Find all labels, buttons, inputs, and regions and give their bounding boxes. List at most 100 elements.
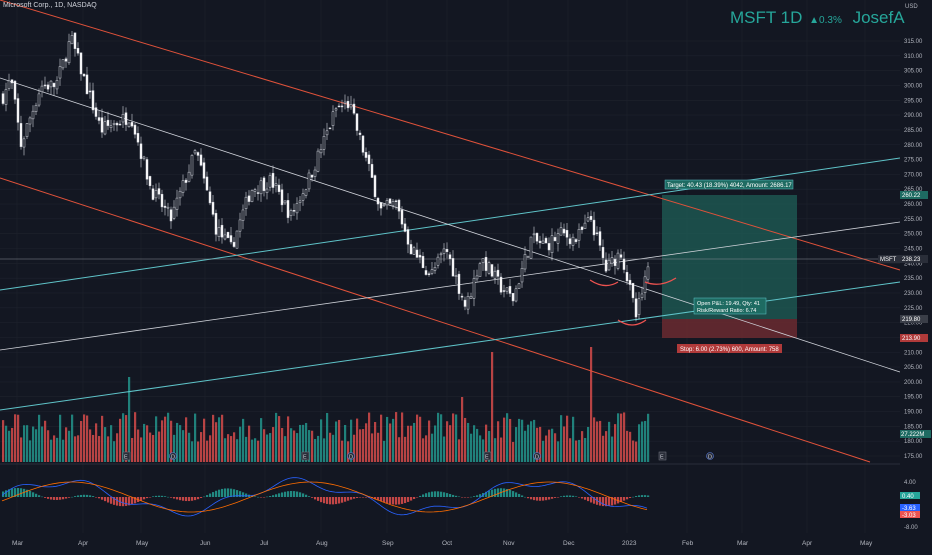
time-axis[interactable]: Mar Apr May Jun Jul Aug Sep Oct Nov Dec 2023 Feb Mar… — [0, 533, 932, 550]
candle-body — [217, 227, 221, 237]
macd-hist-bar — [527, 497, 530, 499]
candle-body — [277, 184, 281, 192]
macd-pane[interactable] — [1, 477, 650, 517]
macd-hist-bar — [497, 488, 500, 497]
candle-body — [484, 256, 488, 271]
dividend-marker[interactable]: D — [169, 452, 177, 461]
volume-bar — [239, 426, 242, 462]
macd-hist-bar — [365, 497, 368, 498]
regression-line[interactable] — [0, 77, 901, 373]
volume-bar — [212, 414, 215, 462]
dividend-marker[interactable]: D — [533, 452, 541, 461]
target-label[interactable]: Target: 40.43 (18.39%) 4042, Amount: 268… — [664, 179, 794, 190]
macd-hist-bar — [269, 496, 272, 497]
stop-label[interactable]: Stop: 6.00 (2.73%) 600, Amount: 758 — [677, 344, 782, 353]
macd-hist-bar — [74, 496, 77, 497]
candle-body — [211, 201, 215, 215]
macd-hist-bar — [515, 492, 518, 497]
dividend-marker[interactable]: D — [706, 452, 714, 461]
earnings-marker[interactable]: E — [122, 451, 131, 461]
candle-body — [580, 226, 584, 230]
volume-bar — [41, 426, 44, 462]
volume-bar — [521, 419, 524, 462]
earnings-marker[interactable]: E — [658, 451, 667, 461]
volume-bar — [482, 439, 485, 462]
macd-hist-bar — [266, 496, 269, 498]
volume-bar — [464, 417, 467, 462]
candle-body — [562, 228, 566, 234]
left-shoulder-arc[interactable] — [589, 279, 619, 287]
volume-bar — [626, 430, 629, 462]
macd-hist-bar — [644, 495, 647, 497]
candle-body — [568, 238, 572, 245]
stop-zone[interactable] — [662, 319, 797, 338]
volume-bar — [236, 439, 239, 462]
volume-bar — [203, 418, 206, 462]
macd-hist-bar — [578, 497, 581, 498]
volume-bar — [581, 431, 584, 462]
macd-tick-label: 4.00 — [904, 480, 916, 486]
price-tick-label: 180.00 — [904, 439, 923, 445]
time-tick-label: Aug — [316, 540, 328, 547]
candle-body — [100, 117, 104, 133]
candle-body — [391, 201, 395, 207]
median-line[interactable] — [0, 221, 901, 351]
price-axis[interactable]: USD 315.00 310.00 305.00 300.00 295.00 290.00… — [878, 0, 932, 464]
macd-hist-bar — [590, 497, 593, 503]
macd-hist-bar — [593, 497, 596, 504]
open-pl-label[interactable]: Open P&L: 19.49, Qty: 41 Risk/Reward Rat… — [693, 297, 767, 315]
channel-lower-line[interactable] — [0, 177, 871, 463]
volume-bar — [470, 433, 473, 462]
candle-body — [406, 229, 410, 245]
volume-bar — [497, 421, 500, 462]
volume-bar — [233, 432, 236, 462]
volume-bar — [458, 439, 461, 462]
volume-bar — [596, 421, 599, 462]
candle-body — [607, 259, 611, 271]
candlestick-series[interactable] — [1, 31, 650, 322]
macd-hist-bar — [620, 497, 623, 503]
svg-text:E: E — [660, 455, 664, 461]
candle-body — [253, 189, 257, 192]
macd-hist-bar — [362, 497, 365, 498]
macd-hist-bar — [392, 497, 395, 505]
earnings-marker[interactable]: E — [483, 451, 492, 461]
channel-upper-line[interactable] — [0, 0, 901, 271]
candle-body — [421, 255, 425, 269]
volume-bar — [227, 434, 230, 462]
volume-bar — [440, 414, 443, 462]
time-tick-label: 2023 — [622, 540, 637, 547]
volume-bar — [107, 436, 110, 462]
candle-body — [124, 112, 128, 125]
macd-hist-bar — [71, 496, 74, 498]
candle-body — [175, 197, 179, 210]
svg-text:219.80: 219.80 — [902, 317, 921, 323]
candle-body — [610, 257, 614, 264]
candle-body — [598, 231, 602, 246]
volume-bar — [542, 440, 545, 462]
volume-bar — [245, 436, 248, 462]
symbol-header[interactable]: Microsoft Corp., 1D, NASDAQ — [3, 2, 97, 9]
volume-bar — [587, 426, 590, 462]
macd-hist-bar — [104, 497, 107, 502]
candle-body — [526, 256, 530, 258]
earnings-marker[interactable]: E — [301, 451, 310, 461]
head-arc[interactable] — [617, 319, 647, 326]
volume-bar — [167, 412, 170, 462]
macd-hist-bar — [347, 497, 350, 501]
candle-body — [394, 200, 398, 202]
price-tick-label: 175.00 — [904, 454, 923, 460]
candle-body — [367, 154, 371, 165]
macd-hist-bar — [587, 497, 590, 502]
volume-bar — [62, 439, 65, 462]
volume-bar — [500, 437, 503, 462]
right-shoulder-arc[interactable] — [644, 277, 677, 285]
indicator-axis[interactable]: 4.000.00-4.00-8.00 0.40 -3.63 -3.03 — [900, 465, 932, 533]
price-tick-label: 195.00 — [904, 395, 923, 401]
macd-hist-bar — [101, 497, 104, 500]
dividend-marker[interactable]: D — [347, 452, 355, 461]
macd-hist-bar — [323, 497, 326, 504]
